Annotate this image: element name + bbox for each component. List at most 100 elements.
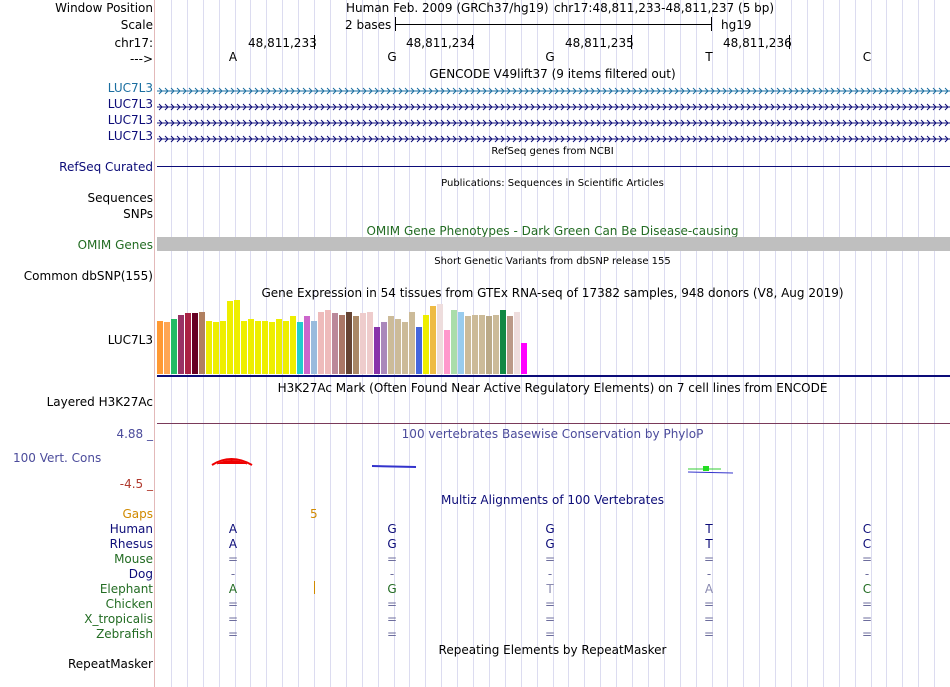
gtex-tissue-bar[interactable] xyxy=(339,315,345,374)
multiz-track-title[interactable]: Multiz Alignments of 100 Vertebrates xyxy=(440,493,665,507)
dbsnp-label[interactable]: Common dbSNP(155) xyxy=(23,269,153,283)
gtex-tissue-bar[interactable] xyxy=(395,319,401,374)
gtex-tissue-bar[interactable] xyxy=(472,315,478,374)
refseq-line[interactable] xyxy=(157,166,950,167)
gtex-tissue-bar[interactable] xyxy=(374,327,380,374)
gtex-expression-chart[interactable] xyxy=(157,300,537,374)
gencode-item-label-2[interactable]: LUC7L3 xyxy=(107,97,153,111)
omim-label[interactable]: OMIM Genes xyxy=(77,238,153,252)
gtex-tissue-bar[interactable] xyxy=(283,321,289,374)
gtex-tissue-bar[interactable] xyxy=(500,310,506,374)
gtex-track-title[interactable]: Gene Expression in 54 tissues from GTEx … xyxy=(261,286,844,300)
h3k27ac-label[interactable]: Layered H3K27Ac xyxy=(46,395,153,409)
gtex-tissue-bar[interactable] xyxy=(262,321,268,374)
gencode-transcript-4[interactable] xyxy=(157,132,950,143)
gtex-tissue-bar[interactable] xyxy=(402,322,408,374)
refseq-label[interactable]: RefSeq Curated xyxy=(59,160,153,174)
gtex-tissue-bar[interactable] xyxy=(297,322,303,374)
gtex-tissue-bar[interactable] xyxy=(269,322,275,374)
species-label-zebrafish[interactable]: Zebrafish xyxy=(96,627,153,641)
gtex-tissue-bar[interactable] xyxy=(346,312,352,374)
gtex-tissue-bar[interactable] xyxy=(290,316,296,374)
phylop-track-title[interactable]: 100 vertebrates Basewise Conservation by… xyxy=(401,427,704,441)
publications-sequences-label[interactable]: Sequences xyxy=(87,191,153,205)
gtex-tissue-bar[interactable] xyxy=(192,313,198,374)
gtex-tissue-bar[interactable] xyxy=(423,315,429,374)
gencode-item-label-4[interactable]: LUC7L3 xyxy=(107,129,153,143)
gtex-tissue-bar[interactable] xyxy=(416,327,422,374)
gtex-tissue-bar[interactable] xyxy=(479,315,485,374)
repeatmasker-track-title[interactable]: Repeating Elements by RepeatMasker xyxy=(438,643,667,657)
gtex-tissue-bar[interactable] xyxy=(514,312,520,374)
species-label-elephant[interactable]: Elephant xyxy=(99,582,153,596)
refseq-track-title[interactable]: RefSeq genes from NCBI xyxy=(491,146,614,157)
gtex-tissue-bar[interactable] xyxy=(409,312,415,374)
gtex-tissue-bar[interactable] xyxy=(332,313,338,374)
repeatmasker-label[interactable]: RepeatMasker xyxy=(67,657,153,671)
gtex-tissue-bar[interactable] xyxy=(276,319,282,374)
gtex-tissue-bar[interactable] xyxy=(241,321,247,374)
grid-line xyxy=(712,0,713,687)
publications-snps-label[interactable]: SNPs xyxy=(123,207,153,221)
gtex-tissue-bar[interactable] xyxy=(255,321,261,374)
gtex-tissue-bar[interactable] xyxy=(437,304,443,374)
phylop-signal[interactable] xyxy=(155,448,950,478)
gtex-tissue-bar[interactable] xyxy=(381,322,387,374)
dbsnp-track-title[interactable]: Short Genetic Variants from dbSNP releas… xyxy=(434,256,671,267)
gencode-transcript-2[interactable] xyxy=(157,100,950,111)
gtex-tissue-bar[interactable] xyxy=(388,316,394,374)
gencode-item-label-1[interactable]: LUC7L3 xyxy=(107,81,153,95)
gtex-tissue-bar[interactable] xyxy=(213,322,219,374)
gtex-tissue-bar[interactable] xyxy=(521,343,527,374)
grid-line xyxy=(727,0,728,687)
alignment-base: = xyxy=(386,552,398,566)
gencode-track-title[interactable]: GENCODE V49lift37 (9 items filtered out) xyxy=(429,67,676,81)
omim-track-title[interactable]: OMIM Gene Phenotypes - Dark Green Can Be… xyxy=(366,224,739,238)
gtex-gene-label[interactable]: LUC7L3 xyxy=(107,333,153,347)
gencode-transcript-3[interactable] xyxy=(157,116,950,127)
gtex-tissue-bar[interactable] xyxy=(171,319,177,374)
species-label-dog[interactable]: Dog xyxy=(128,567,153,581)
gtex-tissue-bar[interactable] xyxy=(164,322,170,374)
species-label-human[interactable]: Human xyxy=(109,522,153,536)
species-label-chicken[interactable]: Chicken xyxy=(105,597,153,611)
h3k27ac-track-title[interactable]: H3K27Ac Mark (Often Found Near Active Re… xyxy=(277,381,828,395)
gtex-tissue-bar[interactable] xyxy=(220,321,226,374)
publications-track-title[interactable]: Publications: Sequences in Scientific Ar… xyxy=(441,178,664,189)
gtex-tissue-bar[interactable] xyxy=(367,312,373,374)
alignment-base: = xyxy=(861,627,873,641)
gtex-tissue-bar[interactable] xyxy=(507,316,513,374)
gencode-transcript-1[interactable] xyxy=(157,84,950,95)
phylop-label[interactable]: 100 Vert. Cons xyxy=(13,451,102,465)
gtex-tissue-bar[interactable] xyxy=(325,310,331,374)
gtex-tissue-bar[interactable] xyxy=(248,319,254,374)
gencode-item-label-3[interactable]: LUC7L3 xyxy=(107,113,153,127)
gtex-tissue-bar[interactable] xyxy=(465,316,471,374)
gtex-tissue-bar[interactable] xyxy=(318,312,324,374)
gtex-tissue-bar[interactable] xyxy=(444,330,450,374)
gtex-tissue-bar[interactable] xyxy=(493,315,499,374)
gtex-tissue-bar[interactable] xyxy=(486,316,492,374)
gtex-tissue-bar[interactable] xyxy=(311,321,317,374)
gtex-tissue-bar[interactable] xyxy=(353,316,359,374)
species-label-mouse[interactable]: Mouse xyxy=(114,552,153,566)
gtex-tissue-bar[interactable] xyxy=(430,306,436,374)
coord-3: 48,811,235 xyxy=(565,36,634,50)
db-label: hg19 xyxy=(721,18,752,32)
gtex-tissue-bar[interactable] xyxy=(227,301,233,374)
species-label-rhesus[interactable]: Rhesus xyxy=(109,537,153,551)
species-label-x_tropicalis[interactable]: X_tropicalis xyxy=(84,612,153,626)
gtex-tissue-bar[interactable] xyxy=(451,310,457,374)
gtex-tissue-bar[interactable] xyxy=(178,315,184,374)
gtex-tissue-bar[interactable] xyxy=(157,321,163,374)
gtex-tissue-bar[interactable] xyxy=(185,313,191,374)
gtex-tissue-bar[interactable] xyxy=(360,313,366,374)
gtex-tissue-bar[interactable] xyxy=(304,316,310,374)
gtex-tissue-bar[interactable] xyxy=(199,312,205,374)
gtex-tissue-bar[interactable] xyxy=(458,312,464,374)
omim-gene-bar[interactable] xyxy=(157,237,950,251)
gaps-label[interactable]: Gaps xyxy=(122,507,153,521)
gtex-tissue-bar[interactable] xyxy=(206,321,212,374)
gtex-tissue-bar[interactable] xyxy=(234,300,240,374)
alignment-base: - xyxy=(864,567,870,581)
